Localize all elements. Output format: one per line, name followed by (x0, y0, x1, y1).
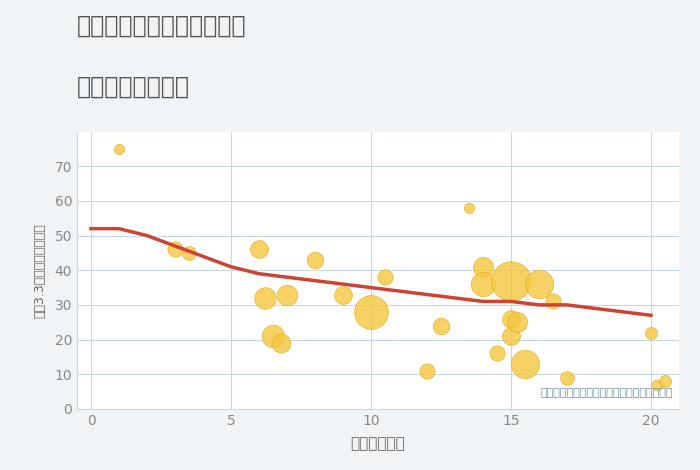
Point (533, 280, 545, 288)
Point (267, 332, 279, 340)
Point (309, 256, 321, 264)
Text: 円の大きさは、取引のあった物件面積を示す: 円の大きさは、取引のあった物件面積を示す (540, 388, 673, 398)
Point (651, 381, 662, 388)
Point (505, 277, 517, 284)
Point (365, 308, 377, 316)
Point (276, 339, 287, 347)
Point (421, 367, 433, 375)
Point (561, 374, 573, 382)
Point (281, 291, 293, 298)
Point (379, 274, 391, 281)
Point (505, 315, 517, 322)
Point (645, 329, 657, 337)
Point (259, 294, 270, 302)
Point (183, 249, 195, 257)
X-axis label: 駅距離（分）: 駅距離（分） (351, 436, 405, 451)
Point (253, 246, 265, 253)
Text: 奈良県奈良市月ヶ瀬長引の: 奈良県奈良市月ヶ瀬長引の (77, 14, 246, 38)
Point (113, 145, 125, 153)
Point (477, 263, 489, 271)
Point (659, 377, 671, 385)
Point (477, 280, 489, 288)
Point (169, 246, 181, 253)
Text: 駅距離別土地価格: 駅距離別土地価格 (77, 75, 190, 99)
Point (519, 360, 531, 368)
Point (511, 319, 522, 326)
Point (337, 291, 349, 298)
Point (547, 298, 559, 305)
Point (505, 332, 517, 340)
Point (491, 350, 503, 357)
Point (463, 204, 475, 212)
Y-axis label: 坪（3.3㎡）単価（万円）: 坪（3.3㎡）単価（万円） (33, 223, 46, 318)
Point (435, 322, 447, 329)
